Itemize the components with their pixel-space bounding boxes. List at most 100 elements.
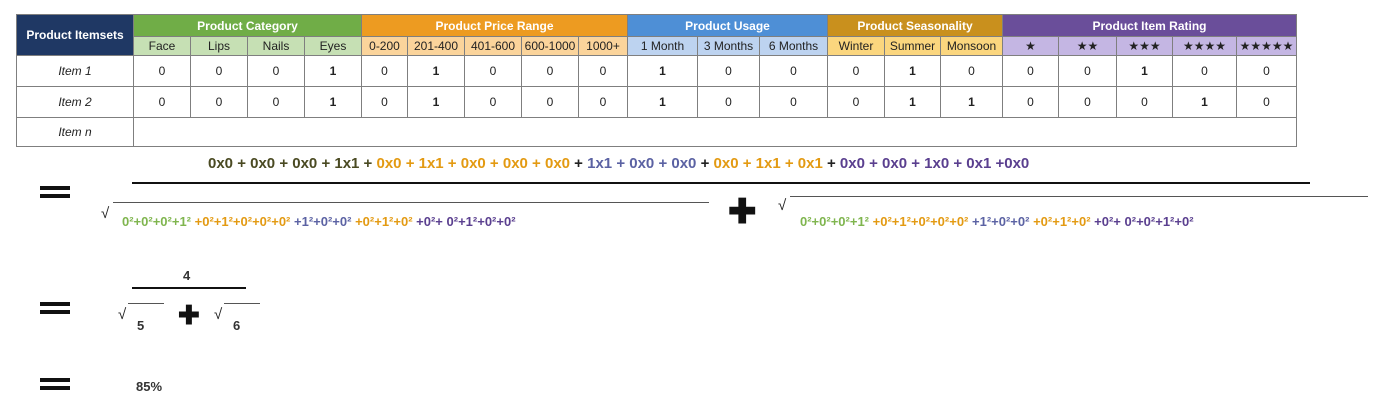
table-cell: 0 bbox=[1172, 55, 1237, 87]
row-label: Item n bbox=[16, 117, 134, 147]
formula-term: 1x1 + 0x0 + 0x0 bbox=[587, 155, 697, 172]
col-header: 401-600 bbox=[464, 36, 522, 56]
col-header: Eyes bbox=[304, 36, 362, 56]
table-cell: 0 bbox=[464, 55, 522, 87]
col-header: ★★★★★ bbox=[1236, 36, 1297, 56]
col-header: Monsoon bbox=[940, 36, 1003, 56]
table-cell: 0 bbox=[827, 55, 885, 87]
table-cell: 1 bbox=[1172, 86, 1237, 118]
plus-icon: ✚ bbox=[728, 193, 757, 231]
col-header: Nails bbox=[247, 36, 305, 56]
table-cell: 1 bbox=[304, 86, 362, 118]
radical-bar bbox=[113, 202, 709, 217]
col-header: 3 Months bbox=[697, 36, 760, 56]
equals-sign bbox=[40, 378, 70, 392]
group-seasonality: Product Seasonality bbox=[827, 14, 1003, 37]
formula-term: 0²+0²+0²+1² bbox=[800, 214, 873, 229]
row-label: Item 1 bbox=[16, 55, 134, 87]
table-cell: 0 bbox=[1058, 86, 1117, 118]
col-header: 1000+ bbox=[578, 36, 628, 56]
equals-sign bbox=[40, 302, 70, 316]
table-cell: 0 bbox=[190, 55, 248, 87]
table-cell: 0 bbox=[697, 55, 760, 87]
formula-term: 0x0 + 0x0 + 0x0 + 1x1 + bbox=[208, 155, 373, 172]
fraction-bar bbox=[132, 182, 1310, 184]
table-cell: 0 bbox=[464, 86, 522, 118]
group-price: Product Price Range bbox=[361, 14, 628, 37]
table-cell: 0 bbox=[759, 55, 828, 87]
itemsets-header: Product Itemsets bbox=[16, 14, 134, 56]
subheader-row: Face Lips Nails Eyes 0-200 201-400 401-6… bbox=[17, 36, 1297, 56]
col-header: 201-400 bbox=[407, 36, 465, 56]
step2-fraction-bar bbox=[132, 287, 246, 289]
col-header: ★★★★ bbox=[1172, 36, 1237, 56]
table-row: Item n bbox=[16, 117, 1297, 147]
table-cell: 0 bbox=[1236, 55, 1297, 87]
formula-term: +0²+1²+0²+0²+0² bbox=[872, 214, 972, 229]
radical-bar bbox=[224, 303, 260, 318]
table-cell: 0 bbox=[521, 55, 579, 87]
col-header: ★ bbox=[1002, 36, 1059, 56]
itemset-table: Product Itemsets Product Category Produc… bbox=[16, 14, 1297, 147]
table-cell: 0 bbox=[940, 55, 1003, 87]
sqrt-icon: √ bbox=[101, 205, 110, 222]
formula-term: +0²+ 0²+0²+1²+0² bbox=[1094, 214, 1194, 229]
table-cell: 0 bbox=[247, 86, 305, 118]
table-cell: 0 bbox=[578, 86, 628, 118]
formula-term: + bbox=[822, 155, 840, 172]
radical-bar bbox=[790, 196, 1368, 211]
table-cell: 0 bbox=[190, 86, 248, 118]
formula-term: + bbox=[696, 155, 714, 172]
table-cell: 1 bbox=[627, 86, 698, 118]
sqrt-icon: √ bbox=[778, 197, 787, 214]
table-cell: 1 bbox=[407, 86, 465, 118]
step2-den-right: 6 bbox=[233, 318, 241, 333]
table-cell: 0 bbox=[1002, 55, 1059, 87]
formula-term: +0²+1²+0² bbox=[1033, 214, 1095, 229]
table-cell: 0 bbox=[361, 55, 408, 87]
table-cell: 0 bbox=[1002, 86, 1059, 118]
sqrt-icon: √ bbox=[214, 306, 223, 323]
col-header: 1 Month bbox=[627, 36, 698, 56]
group-category: Product Category bbox=[133, 14, 362, 37]
table-cell: 1 bbox=[884, 55, 941, 87]
group-rating: Product Item Rating bbox=[1002, 14, 1297, 37]
col-header: 0-200 bbox=[361, 36, 408, 56]
table-cell: 0 bbox=[759, 86, 828, 118]
formula-term: +1²+0²+0² bbox=[294, 214, 356, 229]
table-cell: 0 bbox=[1116, 86, 1173, 118]
formula-term: + bbox=[570, 155, 588, 172]
table-cell: 0 bbox=[361, 86, 408, 118]
step2-numerator: 4 bbox=[183, 268, 191, 283]
formula-term: 0x0 + 1x1 + 0x1 bbox=[713, 155, 823, 172]
table-cell: 0 bbox=[133, 86, 191, 118]
col-header: 600-1000 bbox=[521, 36, 579, 56]
formula-term: +0²+1²+0² bbox=[355, 214, 417, 229]
col-header: ★★ bbox=[1058, 36, 1117, 56]
table-cell: 1 bbox=[1116, 55, 1173, 87]
col-header: Winter bbox=[827, 36, 885, 56]
table-cell: 1 bbox=[304, 55, 362, 87]
table-cell: 0 bbox=[697, 86, 760, 118]
table-cell: 1 bbox=[884, 86, 941, 118]
radical-left: 0²+0²+0²+1² +0²+1²+0²+0²+0² +1²+0²+0² +0… bbox=[122, 214, 516, 229]
formula-term: 0x0 + 1x1 + 0x0 + 0x0 + 0x0 bbox=[372, 155, 571, 172]
group-usage: Product Usage bbox=[627, 14, 828, 37]
row-label: Item 2 bbox=[16, 86, 134, 118]
table-cell: 0 bbox=[1058, 55, 1117, 87]
table-cell: 0 bbox=[521, 86, 579, 118]
radical-right: 0²+0²+0²+1² +0²+1²+0²+0²+0² +1²+0²+0² +0… bbox=[800, 214, 1194, 229]
formula-term: +0²+ 0²+1²+0²+0² bbox=[416, 214, 516, 229]
table-cell: 0 bbox=[1236, 86, 1297, 118]
formula-term: +0²+1²+0²+0²+0² bbox=[194, 214, 294, 229]
numerator: 0x0 + 0x0 + 0x0 + 1x1 + 0x0 + 1x1 + 0x0 … bbox=[208, 155, 1029, 172]
col-header: Summer bbox=[884, 36, 941, 56]
empty-cell bbox=[133, 117, 1297, 147]
col-header: ★★★ bbox=[1116, 36, 1173, 56]
formula-term: +1²+0²+0² bbox=[972, 214, 1034, 229]
sqrt-icon: √ bbox=[118, 306, 127, 323]
radical-bar bbox=[128, 303, 164, 318]
col-header: Lips bbox=[190, 36, 248, 56]
